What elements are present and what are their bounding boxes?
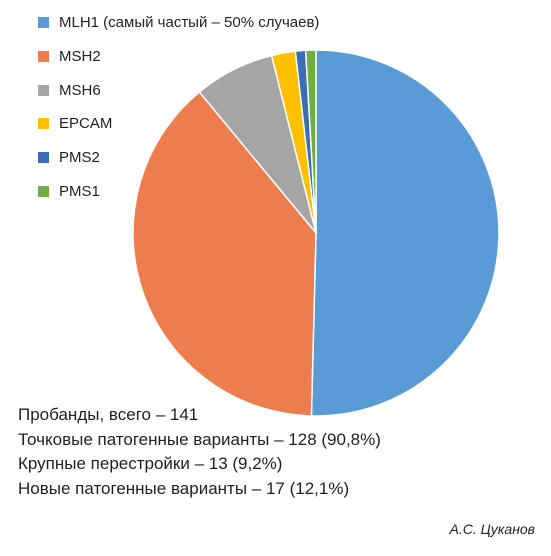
pie-slice-mlh1 xyxy=(310,49,500,417)
legend-swatch-pms2 xyxy=(38,152,49,164)
legend-swatch-mlh1 xyxy=(38,17,49,28)
legend-swatch-pms1 xyxy=(38,185,49,197)
legend-item-mlh1: MLH1 (самый частый – 50% случаев) xyxy=(38,14,319,48)
legend-label-msh2: MSH2 xyxy=(59,47,101,65)
pie-slice-pms1 xyxy=(304,49,317,234)
legend-item-pms2: PMS2 xyxy=(38,149,319,183)
legend-label-pms2: PMS2 xyxy=(59,149,100,167)
proband-stats: Пробанды, всего – 141 Точковые патогенны… xyxy=(18,403,381,501)
legend-swatch-msh6 xyxy=(38,84,49,96)
legend-label-epcam: EPCAM xyxy=(59,115,113,133)
legend-swatch-epcam xyxy=(38,118,49,130)
chart-legend: MLH1 (самый частый – 50% случаев) MSH2 M… xyxy=(38,14,319,217)
legend-label-mlh1: MLH1 (самый частый – 50% случаев) xyxy=(59,14,320,31)
legend-item-msh2: MSH2 xyxy=(38,48,319,82)
legend-item-msh6: MSH6 xyxy=(38,82,319,116)
stat-line-point-variants: Точковые патогенные варианты – 128 (90,8… xyxy=(18,429,381,449)
stat-line-total: Пробанды, всего – 141 xyxy=(18,405,199,424)
pie-slice-msh2 xyxy=(132,90,317,417)
stat-line-large-rearrangements: Крупные перестройки – 13 (9,2%) xyxy=(18,454,283,473)
author-credit: А.С. Цуканов xyxy=(449,521,536,537)
legend-label-msh6: MSH6 xyxy=(59,81,101,99)
legend-label-pms1: PMS1 xyxy=(59,182,100,200)
legend-swatch-msh2 xyxy=(38,50,49,62)
legend-item-pms1: PMS1 xyxy=(38,183,319,217)
legend-item-epcam: EPCAM xyxy=(38,115,319,149)
stat-line-novel-variants: Новые патогенные варианты – 17 (12,1%) xyxy=(18,478,350,498)
